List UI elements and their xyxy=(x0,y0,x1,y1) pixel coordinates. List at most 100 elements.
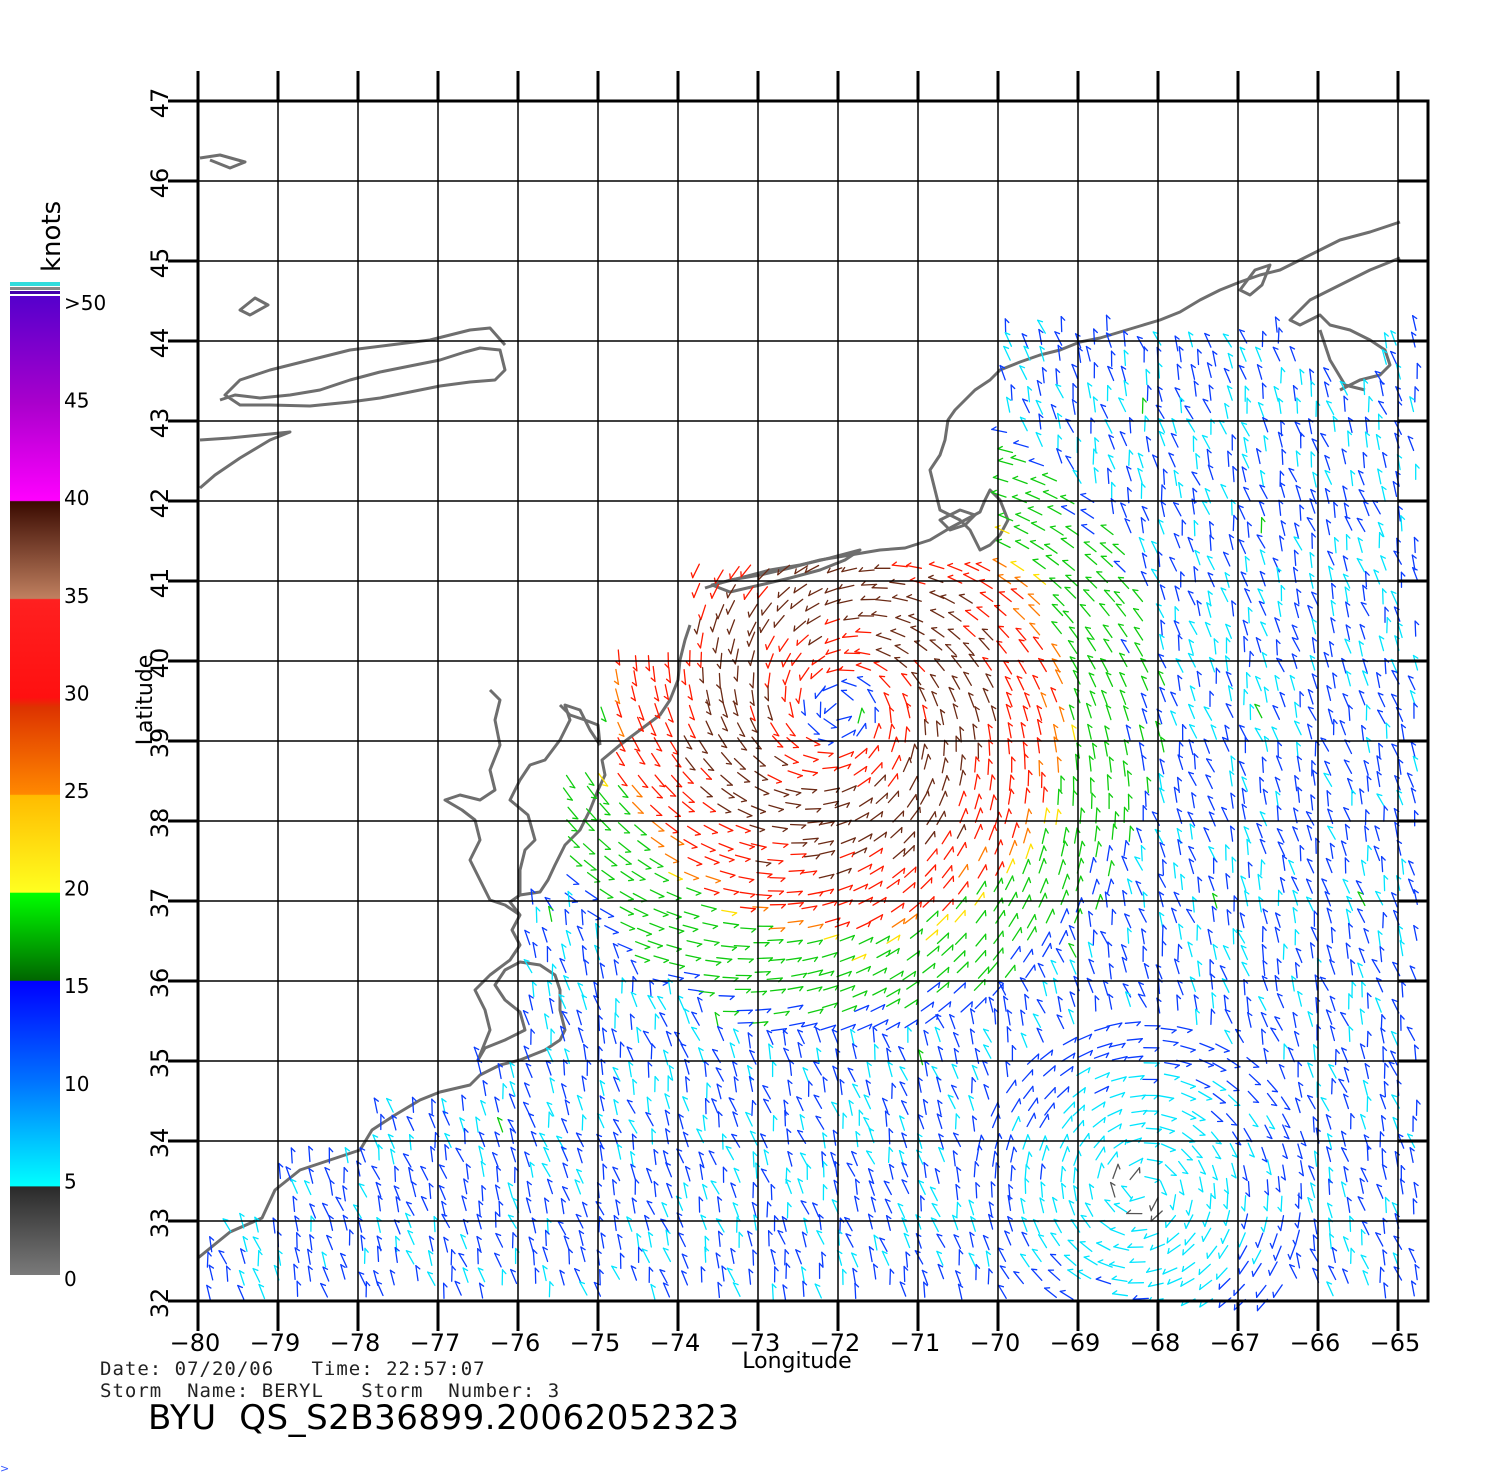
wind-barb xyxy=(663,695,670,701)
wind-barb xyxy=(627,879,635,882)
wind-barb xyxy=(694,974,700,979)
wind-vector xyxy=(935,720,939,737)
wind-barb xyxy=(1056,448,1062,452)
wind-vector xyxy=(839,985,856,992)
wind-barb xyxy=(832,1065,838,1070)
wind-vector xyxy=(702,802,717,813)
wind-vector xyxy=(1257,402,1265,418)
wind-barb xyxy=(1243,486,1250,490)
wind-vector xyxy=(1329,995,1336,1012)
wind-barb xyxy=(482,1080,488,1085)
wind-vector xyxy=(528,994,534,1011)
wind-vector xyxy=(704,1235,707,1253)
wind-vector xyxy=(1026,914,1036,929)
wind-vector xyxy=(1232,1131,1242,1146)
wind-vector xyxy=(664,784,677,797)
wind-barb xyxy=(1259,470,1266,475)
wind-vector xyxy=(612,1179,615,1196)
wind-barb xyxy=(531,981,537,986)
wind-barb xyxy=(1176,994,1182,1000)
wind-barb xyxy=(969,1028,976,1033)
wind-vector xyxy=(787,1004,804,1009)
wind-barb xyxy=(1416,362,1422,368)
wind-vector xyxy=(841,785,857,793)
wind-vector xyxy=(682,771,694,784)
wind-barb xyxy=(963,671,970,675)
wind-barb xyxy=(529,1161,535,1167)
wind-barb xyxy=(749,846,755,850)
wind-barb xyxy=(544,896,551,900)
wind-barb xyxy=(733,1167,740,1172)
wind-barb xyxy=(1006,396,1012,401)
wind-vector xyxy=(728,1097,737,1112)
wind-barb xyxy=(665,678,672,684)
wind-barb xyxy=(732,1028,739,1032)
wind-vector xyxy=(1159,633,1165,650)
wind-barb xyxy=(1291,876,1298,880)
wind-vector xyxy=(999,364,1006,381)
wind-vector xyxy=(1105,704,1112,721)
wind-barb xyxy=(870,797,873,804)
wind-vector xyxy=(936,1233,946,1248)
wind-barb xyxy=(510,1146,516,1151)
wind-barb xyxy=(749,1130,756,1134)
new-england-coast xyxy=(704,220,1401,590)
wind-vector xyxy=(1187,331,1194,348)
wind-vector xyxy=(1311,591,1319,607)
wind-barb xyxy=(814,743,821,747)
wind-vector xyxy=(1023,1085,1034,1099)
wind-barb xyxy=(1173,502,1180,505)
wind-barb xyxy=(1016,912,1019,920)
wind-vector xyxy=(1146,1158,1163,1163)
wind-barb xyxy=(1103,589,1111,592)
wind-vector xyxy=(997,625,1010,638)
wind-vector xyxy=(665,822,679,833)
wind-vector xyxy=(1057,788,1060,806)
wind-barb xyxy=(782,828,788,833)
wind-vector xyxy=(1122,760,1126,777)
wind-vector xyxy=(822,766,839,770)
wind-barb xyxy=(761,846,767,851)
wind-vector xyxy=(1196,348,1200,366)
wind-barb xyxy=(863,953,867,960)
wind-vector xyxy=(1019,416,1028,432)
wind-barb xyxy=(1044,543,1051,546)
wind-vector xyxy=(1296,588,1300,605)
wind-barb xyxy=(512,1232,517,1238)
wind-vector xyxy=(1371,958,1381,974)
wind-vector xyxy=(769,927,786,930)
wind-barb xyxy=(789,734,796,737)
wind-vector xyxy=(854,1178,858,1195)
wind-vector xyxy=(1060,1066,1074,1077)
wind-barb xyxy=(1260,621,1267,625)
wind-vector xyxy=(562,787,573,801)
wind-barb xyxy=(1264,1190,1270,1196)
wind-barb xyxy=(1193,380,1199,386)
wind-vector xyxy=(683,971,700,976)
wind-barb xyxy=(1080,875,1084,882)
wind-barb xyxy=(903,1232,910,1237)
wind-vector xyxy=(558,994,567,1009)
wind-barb xyxy=(667,1075,673,1081)
wind-vector xyxy=(963,573,978,582)
wind-vector xyxy=(711,1098,719,1114)
wind-vector xyxy=(920,1001,935,1012)
wind-barb xyxy=(897,934,901,941)
wind-barb xyxy=(816,712,821,718)
wind-vector xyxy=(1138,981,1146,997)
wind-vector xyxy=(665,1162,673,1178)
wind-vector xyxy=(636,1026,640,1044)
wind-vector xyxy=(1180,1045,1196,1051)
wind-barb xyxy=(1036,719,1043,724)
wind-vector xyxy=(1204,621,1212,638)
wind-barb xyxy=(800,1021,806,1028)
wind-barb xyxy=(1174,585,1180,590)
wind-vector xyxy=(1144,1175,1161,1181)
wind-vector xyxy=(1140,675,1149,691)
wind-barb xyxy=(704,1098,710,1103)
wind-barb xyxy=(411,1181,417,1186)
wind-vector xyxy=(669,740,679,755)
wind-barb xyxy=(1224,655,1231,660)
wind-vector xyxy=(1138,537,1146,553)
wind-vector xyxy=(599,888,614,899)
